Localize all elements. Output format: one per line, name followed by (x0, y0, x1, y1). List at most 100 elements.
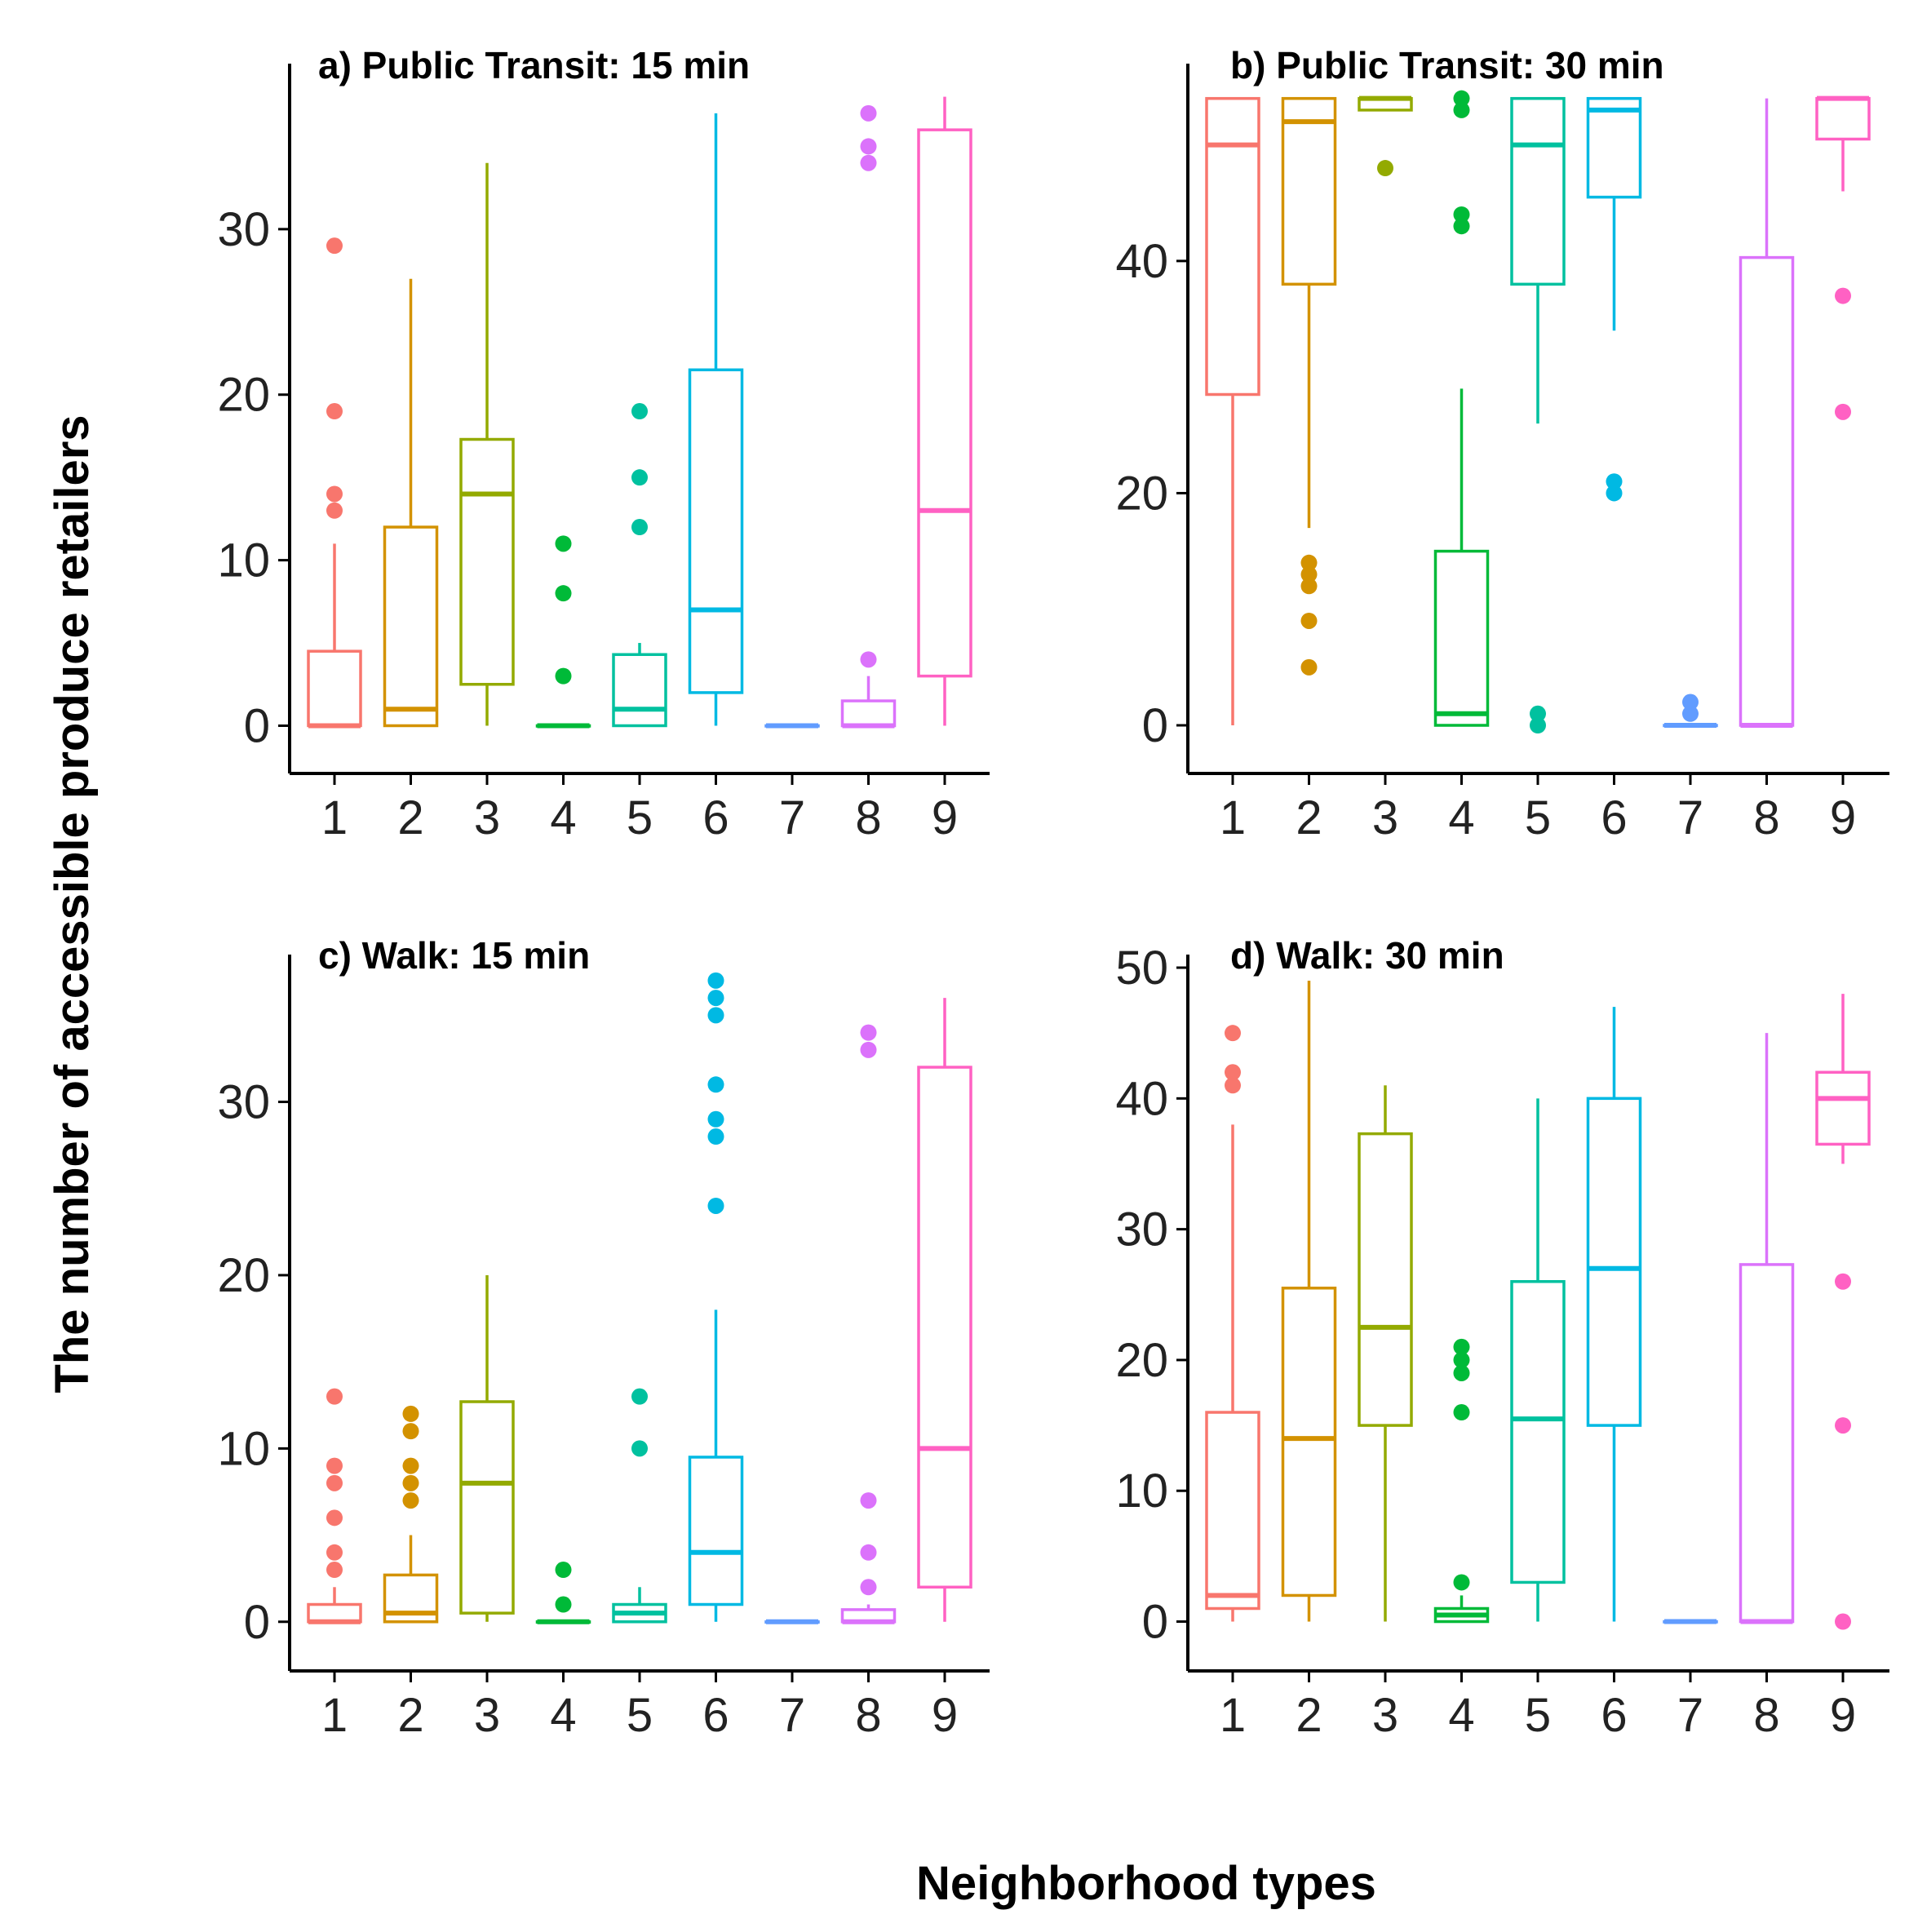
y-tick-label: 10 (217, 534, 270, 587)
outlier-point (402, 1492, 419, 1509)
outlier-point (631, 1388, 648, 1405)
box-type-8 (840, 104, 897, 729)
x-tick-label: 9 (932, 1689, 958, 1742)
box-iqr (1586, 96, 1642, 199)
box-iqr (307, 649, 362, 728)
box-type-8 (1739, 98, 1795, 729)
box-type-6 (688, 113, 744, 726)
outlier-point (402, 1474, 419, 1491)
box-type-8 (1739, 1033, 1795, 1624)
outlier-point (707, 1110, 724, 1128)
box-type-4 (535, 1562, 591, 1624)
box-type-1 (1205, 1025, 1260, 1622)
outlier-point (707, 1197, 724, 1214)
outlier-point (555, 667, 572, 685)
outlier-point (326, 403, 343, 420)
y-tick-label: 20 (217, 1249, 270, 1302)
outlier-point (326, 502, 343, 519)
box-type-9 (917, 96, 972, 726)
box-type-2 (383, 1405, 439, 1624)
box-type-2 (1281, 96, 1337, 676)
panel-a-public-transit-15: a) Public Transit: 15 min 0 10 20 30 1 2 3 4 5 6 7… (217, 44, 990, 844)
outlier-point (1682, 705, 1699, 722)
outlier-point (555, 535, 572, 552)
y-tick-label: 20 (217, 369, 270, 422)
box-iqr (1205, 1411, 1260, 1611)
x-tick-label: 7 (779, 791, 805, 844)
outlier-point (1300, 612, 1318, 629)
box-iqr (1586, 1097, 1642, 1427)
x-tick-label: 5 (1525, 1689, 1551, 1742)
outlier-point (326, 1509, 343, 1527)
x-tick-label: 5 (627, 791, 653, 844)
outlier-point (1453, 206, 1470, 223)
outlier-point (326, 1544, 343, 1561)
outlier-point (631, 1440, 648, 1457)
x-tick-label: 5 (627, 1689, 653, 1742)
outlier-point (1606, 473, 1623, 490)
x-tick-label: 5 (1525, 791, 1551, 844)
outlier-point (860, 1024, 877, 1041)
outlier-point (860, 154, 877, 171)
outlier-point (860, 104, 877, 122)
y-tick-label: 0 (1142, 699, 1168, 752)
x-tick-label: 1 (1220, 791, 1246, 844)
box-iqr (459, 1400, 515, 1615)
box-iqr (917, 128, 972, 678)
x-tick-label: 3 (1372, 1689, 1398, 1742)
outlier-point (1453, 101, 1470, 118)
box-iqr (688, 1456, 744, 1606)
y-tick-label: 0 (244, 1596, 270, 1649)
box-iqr (1281, 96, 1337, 286)
outlier-point (1225, 1077, 1241, 1094)
box-type-1 (1205, 96, 1260, 726)
outlier-point (631, 403, 648, 420)
outlier-point (1225, 1064, 1241, 1081)
outlier-point (1453, 1338, 1470, 1355)
box-type-5 (1510, 1098, 1566, 1622)
y-tick-label: 30 (1115, 1203, 1168, 1256)
x-tick-label: 3 (474, 1689, 500, 1742)
box-type-5 (1510, 96, 1566, 734)
box-type-4 (1433, 1338, 1490, 1624)
outlier-point (555, 585, 572, 602)
outlier-point (860, 651, 877, 668)
outlier-point (1453, 1404, 1470, 1421)
x-tick-label: 8 (1753, 1689, 1779, 1742)
panel-title: b) Public Transit: 30 min (1230, 44, 1664, 86)
box-type-3 (1358, 1085, 1413, 1622)
x-tick-label: 2 (397, 1689, 423, 1742)
box-type-1 (307, 237, 362, 729)
x-tick-label: 1 (321, 791, 348, 844)
box-iqr (1358, 1132, 1413, 1427)
x-tick-label: 7 (1677, 1689, 1703, 1742)
x-axis-label: Neighborhood types (916, 1857, 1376, 1910)
y-axis-label: The number of accessible produce retaile… (46, 414, 99, 1393)
box-iqr (1739, 1263, 1795, 1624)
y-tick-label: 20 (1115, 467, 1168, 520)
box-type-9 (1815, 994, 1871, 1630)
box-type-9 (917, 998, 972, 1622)
box-type-3 (459, 162, 515, 726)
outlier-point (555, 1562, 572, 1579)
outlier-point (326, 1457, 343, 1474)
box-type-9 (1815, 95, 1871, 420)
outlier-point (1453, 1364, 1470, 1381)
box-iqr (1739, 255, 1795, 727)
outlier-point (1835, 403, 1851, 420)
x-tick-label: 6 (702, 1689, 729, 1742)
x-tick-label: 2 (1296, 1689, 1322, 1742)
outlier-point (402, 1457, 419, 1474)
panel-d-walk-30: d) Walk: 30 min 0 10 20 30 40 50 1 2 3 4 5 6 7 8 9 (1115, 934, 1889, 1742)
outlier-point (555, 1596, 572, 1613)
outlier-point (1530, 705, 1546, 722)
outlier-point (860, 1041, 877, 1058)
outlier-point (860, 1544, 877, 1561)
outlier-point (631, 519, 648, 536)
outlier-point (707, 990, 724, 1007)
outlier-point (1530, 717, 1546, 734)
outlier-point (860, 138, 877, 155)
outlier-point (402, 1423, 419, 1440)
box-type-6 (688, 972, 744, 1622)
